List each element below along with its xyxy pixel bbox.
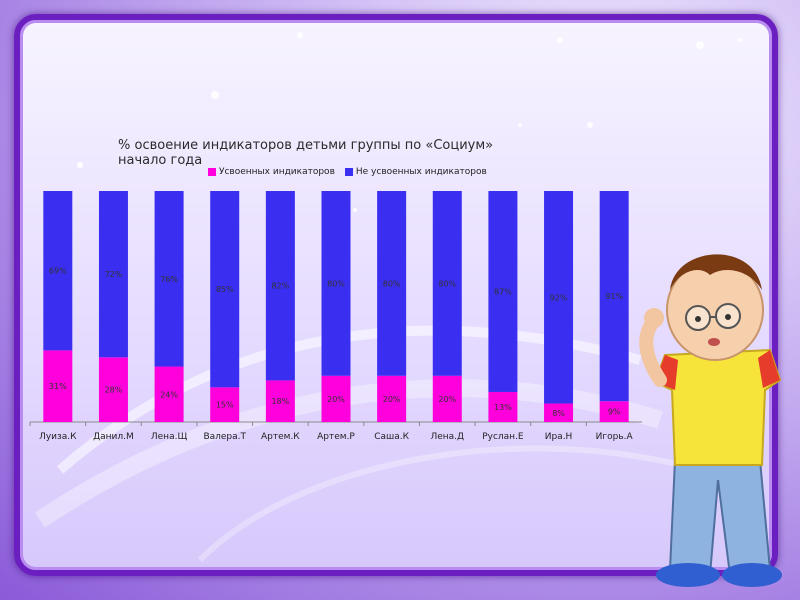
data-label-not-mastered: 76% (160, 275, 178, 284)
bar-not-mastered (265, 191, 295, 381)
x-tick-label: Данил.М (93, 432, 134, 442)
bar-not-mastered (377, 191, 407, 376)
x-tick-label: Артем.Р (317, 432, 355, 442)
x-tick-label: Артем.К (261, 432, 300, 442)
x-tick-label: Ира.Н (545, 432, 573, 442)
data-label-not-mastered: 87% (494, 287, 512, 296)
data-label-not-mastered: 80% (438, 279, 456, 288)
data-label-mastered: 13% (494, 403, 512, 412)
data-label-not-mastered: 85% (216, 285, 234, 294)
bar-not-mastered (210, 191, 240, 388)
bar-mastered (154, 366, 184, 422)
data-label-mastered: 28% (105, 386, 123, 395)
data-label-mastered: 15% (216, 401, 234, 410)
data-label-mastered: 20% (383, 395, 401, 404)
data-label-mastered: 8% (552, 409, 565, 418)
data-label-not-mastered: 80% (383, 279, 401, 288)
x-tick-label: Руслан.Е (482, 432, 524, 442)
x-tick-label: Лена.Щ (151, 432, 188, 442)
bar-mastered (377, 375, 407, 422)
chart-title-main: % освоение индикаторов детьми группы по … (118, 138, 494, 153)
bar-mastered (321, 375, 351, 422)
x-tick-label: Лена.Д (430, 432, 464, 442)
data-label-mastered: 20% (438, 395, 456, 404)
legend-swatch-mastered (208, 168, 216, 176)
data-label-not-mastered: 82% (271, 282, 289, 291)
data-label-mastered: 31% (49, 382, 67, 391)
bar-mastered (210, 387, 240, 422)
data-label-mastered: 18% (271, 397, 289, 406)
x-tick-label: Игорь.А (596, 432, 634, 442)
bar-mastered (432, 375, 462, 422)
data-label-not-mastered: 91% (605, 292, 623, 301)
data-label-mastered: 20% (327, 395, 345, 404)
bar-not-mastered (43, 191, 73, 351)
bar-not-mastered (544, 191, 574, 404)
bar-not-mastered (432, 191, 462, 376)
chart-subtitle: начало года (118, 153, 203, 168)
bar-mastered (544, 403, 574, 422)
data-label-not-mastered: 72% (105, 270, 123, 279)
bar-not-mastered (98, 191, 128, 358)
bar-mastered (599, 401, 629, 422)
bar-mastered (98, 357, 128, 422)
bar-not-mastered (488, 191, 518, 392)
data-label-not-mastered: 92% (550, 293, 568, 302)
data-label-mastered: 24% (160, 390, 178, 399)
bar-not-mastered (321, 191, 351, 376)
data-label-mastered: 9% (608, 408, 621, 417)
legend-swatch-not-mastered (344, 168, 353, 176)
x-tick-label: Луиза.К (39, 432, 77, 442)
x-tick-label: Валера.Т (203, 432, 246, 442)
chart-title: % освоение индикаторов детьми группы по … (118, 138, 508, 168)
bar-not-mastered (154, 191, 184, 367)
bar-mastered (265, 380, 295, 422)
bar-not-mastered (599, 191, 629, 402)
legend-label-mastered: Усвоенных индикаторов (219, 167, 335, 177)
legend-item-mastered: Усвоенных индикаторов (208, 167, 335, 177)
data-label-not-mastered: 80% (327, 279, 345, 288)
legend-label-not-mastered: Не усвоенных индикаторов (355, 167, 487, 177)
cartoon-boy-illustration (639, 254, 782, 587)
data-label-not-mastered: 69% (49, 267, 67, 276)
bar-mastered (43, 350, 73, 422)
bar-mastered (488, 391, 518, 422)
x-tick-label: Саша.К (374, 432, 409, 442)
legend-item-not-mastered: Не усвоенных индикаторов (344, 167, 487, 177)
chart-legend: Усвоенных индикаторов Не усвоенных индик… (208, 167, 487, 177)
